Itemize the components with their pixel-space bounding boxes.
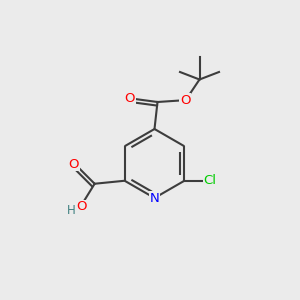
Text: Cl: Cl xyxy=(203,174,216,187)
Text: O: O xyxy=(68,158,79,171)
Text: O: O xyxy=(76,200,86,213)
Text: N: N xyxy=(150,191,159,205)
Text: H: H xyxy=(67,204,76,217)
Text: O: O xyxy=(180,94,191,107)
Text: O: O xyxy=(124,92,135,106)
